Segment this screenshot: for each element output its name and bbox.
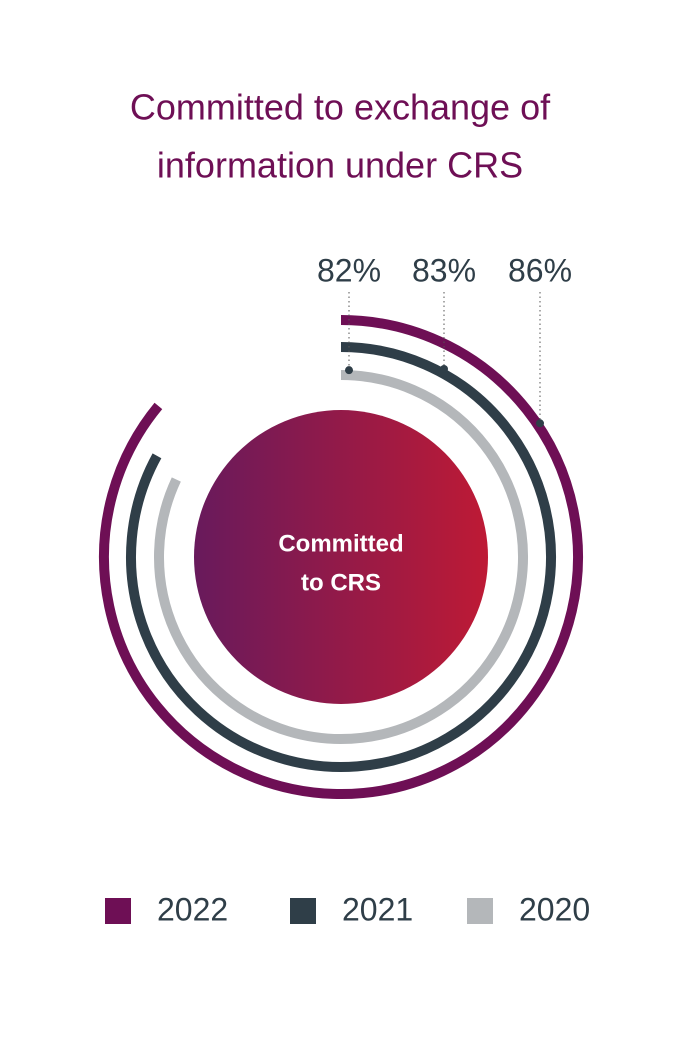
center-label: Committed bbox=[278, 530, 403, 557]
ring-bar bbox=[126, 342, 556, 772]
center-circle bbox=[194, 410, 488, 704]
legend-label: 2022 bbox=[157, 891, 228, 927]
leader-dot bbox=[536, 419, 544, 428]
legend-label: 2020 bbox=[519, 891, 590, 927]
legend-swatch bbox=[105, 898, 131, 924]
chart-title: Committed to exchange of bbox=[130, 87, 551, 128]
value-label: 86% bbox=[508, 252, 572, 288]
legend-swatch bbox=[290, 898, 316, 924]
center-label: to CRS bbox=[301, 569, 381, 596]
leader-dot bbox=[440, 364, 448, 373]
legend-label: 2021 bbox=[342, 891, 413, 927]
legend-swatch bbox=[467, 898, 493, 924]
ring-bar bbox=[154, 370, 528, 744]
leader-dot bbox=[345, 366, 353, 375]
chart-title: information under CRS bbox=[157, 145, 523, 186]
value-label: 82% bbox=[317, 252, 381, 288]
ring-bar bbox=[99, 315, 583, 799]
value-label: 83% bbox=[412, 252, 476, 288]
